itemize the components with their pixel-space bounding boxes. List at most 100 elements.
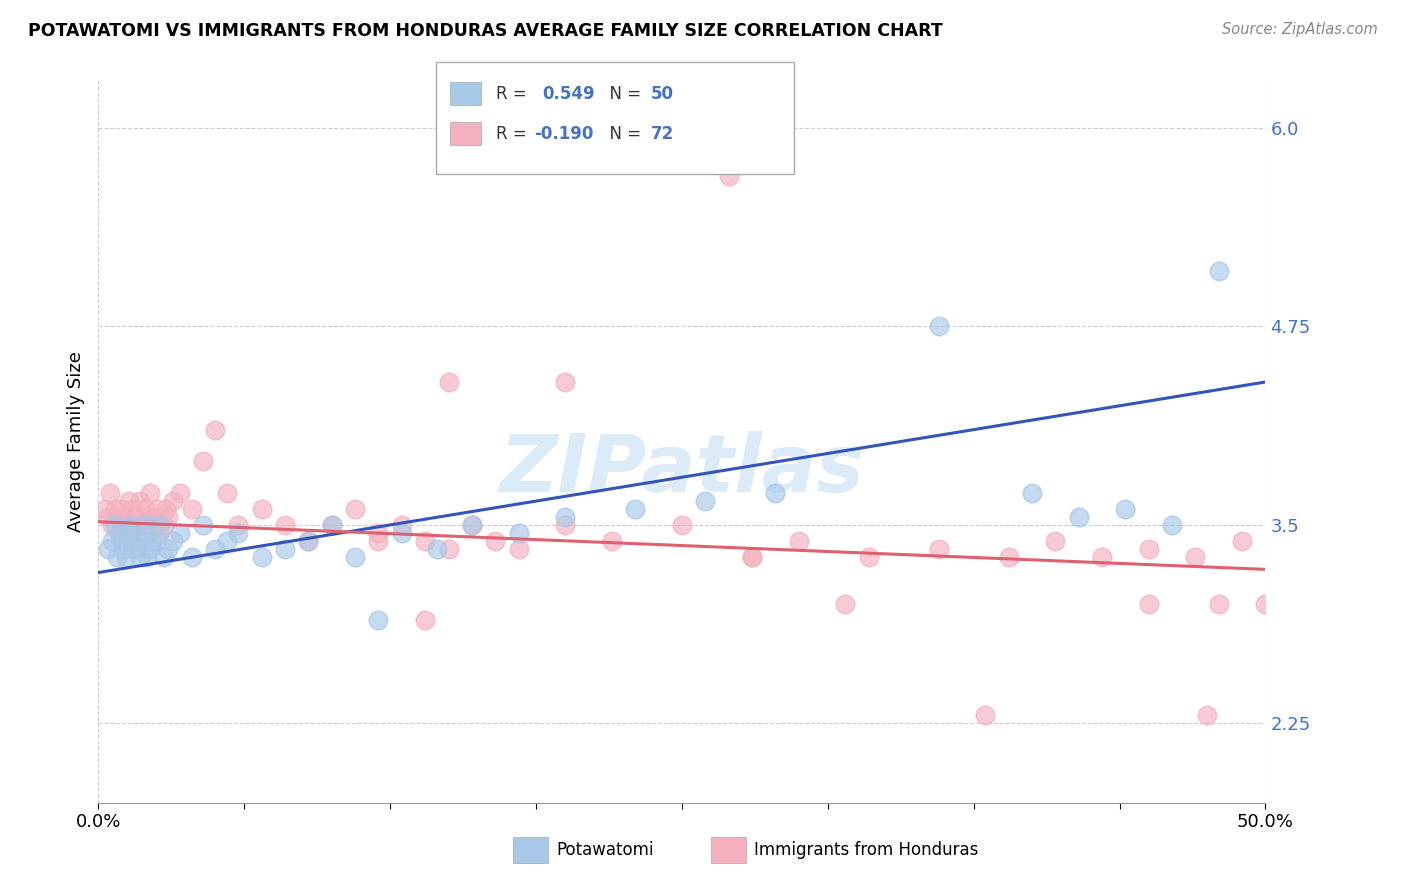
Point bbox=[152, 549, 174, 564]
Point bbox=[554, 510, 576, 524]
Point bbox=[101, 517, 124, 532]
Text: R =: R = bbox=[496, 85, 533, 103]
FancyBboxPatch shape bbox=[513, 837, 548, 863]
Point bbox=[94, 502, 117, 516]
Point bbox=[118, 525, 141, 540]
Point bbox=[136, 510, 159, 524]
Point bbox=[297, 533, 319, 548]
Point bbox=[1254, 597, 1277, 611]
Point bbox=[129, 494, 152, 508]
Point bbox=[204, 423, 226, 437]
Point bbox=[741, 549, 763, 564]
Point bbox=[228, 525, 250, 540]
Text: Immigrants from Honduras: Immigrants from Honduras bbox=[754, 841, 979, 859]
Point bbox=[1067, 510, 1090, 524]
Point bbox=[1114, 502, 1136, 516]
Point bbox=[215, 533, 238, 548]
Point bbox=[426, 541, 449, 556]
Point bbox=[437, 375, 460, 389]
Point bbox=[180, 502, 202, 516]
Point bbox=[127, 517, 149, 532]
Point bbox=[461, 517, 484, 532]
Point bbox=[97, 541, 120, 556]
Point bbox=[1197, 708, 1219, 723]
Point bbox=[741, 549, 763, 564]
Point bbox=[1021, 486, 1043, 500]
Text: Source: ZipAtlas.com: Source: ZipAtlas.com bbox=[1222, 22, 1378, 37]
Point bbox=[997, 549, 1019, 564]
Point bbox=[834, 597, 856, 611]
Point bbox=[148, 517, 170, 532]
Point bbox=[143, 510, 166, 524]
Point bbox=[150, 510, 173, 524]
Text: 50: 50 bbox=[651, 85, 673, 103]
Point bbox=[162, 533, 184, 548]
Point bbox=[928, 319, 950, 334]
Point bbox=[344, 549, 367, 564]
Text: N =: N = bbox=[599, 85, 647, 103]
Point bbox=[132, 525, 155, 540]
Point bbox=[297, 533, 319, 548]
Text: N =: N = bbox=[599, 125, 647, 143]
Point bbox=[134, 517, 156, 532]
Text: POTAWATOMI VS IMMIGRANTS FROM HONDURAS AVERAGE FAMILY SIZE CORRELATION CHART: POTAWATOMI VS IMMIGRANTS FROM HONDURAS A… bbox=[28, 22, 943, 40]
Point bbox=[250, 549, 273, 564]
Point bbox=[974, 708, 997, 723]
Point bbox=[321, 517, 343, 532]
Point bbox=[104, 517, 127, 532]
Point bbox=[554, 375, 576, 389]
Text: ZIPatlas: ZIPatlas bbox=[499, 432, 865, 509]
Point bbox=[461, 517, 484, 532]
Point bbox=[155, 502, 177, 516]
Point bbox=[508, 541, 530, 556]
Point bbox=[152, 517, 174, 532]
Point bbox=[112, 517, 135, 532]
Point bbox=[193, 454, 215, 468]
Point bbox=[132, 517, 155, 532]
FancyBboxPatch shape bbox=[711, 837, 747, 863]
Point bbox=[141, 533, 163, 548]
Point bbox=[105, 549, 128, 564]
Point bbox=[344, 502, 367, 516]
Point bbox=[858, 549, 880, 564]
Point bbox=[763, 486, 786, 500]
Point bbox=[108, 525, 131, 540]
Point bbox=[134, 502, 156, 516]
Point bbox=[120, 533, 142, 548]
Point bbox=[367, 533, 389, 548]
Point bbox=[148, 525, 170, 540]
Text: 0.549: 0.549 bbox=[543, 85, 595, 103]
Point bbox=[413, 613, 436, 627]
Point bbox=[104, 502, 127, 516]
Point bbox=[157, 541, 180, 556]
Point bbox=[98, 486, 121, 500]
Point bbox=[250, 502, 273, 516]
Text: -0.190: -0.190 bbox=[534, 125, 593, 143]
Point bbox=[120, 517, 142, 532]
Point bbox=[1161, 517, 1184, 532]
Point bbox=[1137, 541, 1160, 556]
Point bbox=[391, 517, 413, 532]
Point bbox=[136, 549, 159, 564]
Point bbox=[624, 502, 647, 516]
Point bbox=[695, 494, 717, 508]
Point bbox=[215, 486, 238, 500]
Y-axis label: Average Family Size: Average Family Size bbox=[66, 351, 84, 532]
Point bbox=[141, 517, 163, 532]
Point bbox=[139, 541, 162, 556]
Point bbox=[928, 541, 950, 556]
Point bbox=[274, 517, 297, 532]
Point bbox=[274, 541, 297, 556]
Point bbox=[101, 533, 124, 548]
Text: R =: R = bbox=[496, 125, 533, 143]
Point bbox=[97, 510, 120, 524]
Point bbox=[169, 486, 191, 500]
Point bbox=[228, 517, 250, 532]
Point bbox=[391, 525, 413, 540]
Point bbox=[162, 494, 184, 508]
Point bbox=[118, 494, 141, 508]
Point bbox=[193, 517, 215, 532]
Point bbox=[139, 486, 162, 500]
Point bbox=[180, 549, 202, 564]
Point bbox=[484, 533, 506, 548]
